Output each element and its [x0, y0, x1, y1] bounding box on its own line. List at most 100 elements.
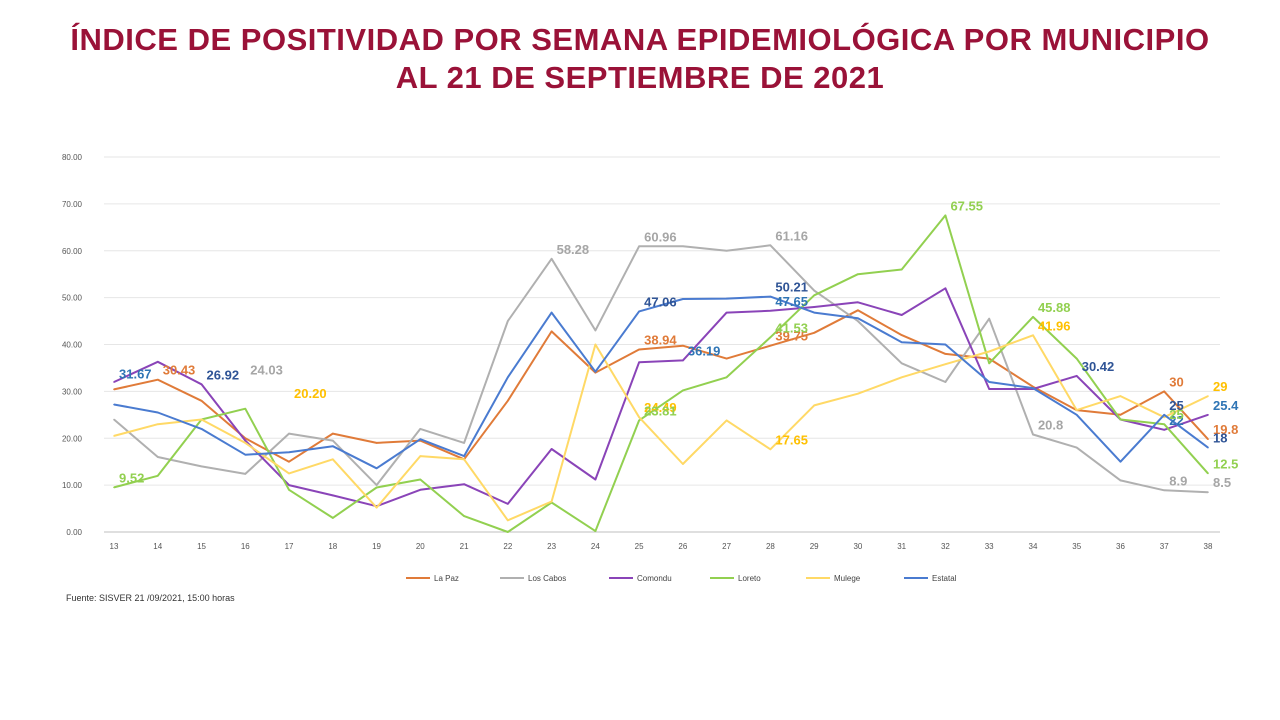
data-point — [1032, 387, 1034, 389]
data-point — [1207, 446, 1209, 449]
data-point — [988, 350, 990, 353]
data-point — [332, 458, 334, 461]
data-point — [375, 486, 378, 489]
data-point — [857, 309, 859, 312]
data-point — [1163, 423, 1166, 425]
data-point — [156, 361, 159, 363]
data-point — [682, 298, 684, 300]
data-point — [1119, 414, 1122, 416]
data-label: 47.65 — [775, 294, 808, 309]
series-line-mulege — [113, 334, 1209, 522]
positivity-line-chart: 0.00 10.00 20.00 30.00 40.00 50.00 60.00 70.00 8… — [62, 153, 1239, 583]
data-point — [113, 381, 115, 383]
data-point — [1163, 414, 1166, 416]
data-point — [1075, 409, 1078, 411]
data-point — [1163, 390, 1166, 393]
data-point — [682, 389, 684, 392]
x-tick-label: 20 — [416, 542, 425, 551]
x-tick-label: 22 — [503, 542, 512, 551]
data-point — [682, 245, 684, 248]
data-point — [200, 465, 203, 468]
data-point — [463, 458, 465, 461]
series-line-los-cabos — [113, 244, 1209, 494]
data-point — [944, 353, 947, 355]
data-label: 24.03 — [250, 363, 283, 378]
data-point — [463, 483, 465, 485]
data-point — [200, 383, 203, 386]
data-point — [638, 348, 640, 351]
data-label: 24.49 — [644, 400, 677, 415]
data-point — [638, 419, 640, 422]
data-point — [594, 370, 597, 373]
data-label: 41.53 — [775, 320, 808, 335]
data-point — [288, 489, 290, 491]
data-point — [594, 530, 597, 532]
data-point — [988, 388, 990, 390]
x-tick-label: 24 — [591, 542, 600, 551]
series-line-la-paz — [113, 309, 1209, 463]
x-tick-label: 26 — [678, 542, 687, 551]
x-tick-label: 30 — [853, 542, 862, 551]
x-tick-label: 29 — [810, 542, 819, 551]
data-point — [769, 448, 772, 451]
data-label: 67.55 — [950, 198, 983, 213]
data-point — [200, 399, 203, 402]
data-point — [725, 376, 728, 379]
legend-label: Loreto — [738, 574, 761, 583]
data-point — [1032, 316, 1034, 318]
y-tick-label: 0.00 — [66, 528, 82, 537]
data-point — [769, 309, 772, 312]
x-tick-label: 32 — [941, 542, 950, 551]
data-point — [900, 341, 903, 343]
x-tick-label: 18 — [328, 542, 337, 551]
x-tick-label: 16 — [241, 542, 250, 551]
data-point — [769, 244, 772, 247]
series-line-comondu — [113, 287, 1209, 508]
data-point — [419, 478, 422, 481]
series-line-estatal — [113, 295, 1209, 470]
data-label: 9.52 — [119, 470, 144, 485]
data-point — [638, 310, 640, 313]
data-point — [332, 517, 334, 519]
data-label: 22 — [1169, 413, 1183, 428]
data-point — [944, 363, 947, 365]
data-point — [507, 519, 509, 522]
data-point — [944, 343, 947, 346]
data-label: 41.96 — [1038, 318, 1071, 333]
data-point — [857, 273, 859, 275]
data-point — [769, 336, 772, 339]
data-label: 8.9 — [1169, 473, 1187, 488]
data-point — [813, 404, 815, 407]
data-point — [682, 359, 684, 362]
data-point — [900, 268, 903, 271]
data-point — [550, 258, 553, 260]
data-point — [813, 289, 815, 292]
slide-title-line1: ÍNDICE DE POSITIVIDAD POR SEMANA EPIDEMI… — [70, 22, 1210, 57]
data-point — [244, 473, 247, 475]
data-point — [156, 474, 159, 477]
y-tick-label: 60.00 — [62, 247, 83, 256]
data-point — [900, 376, 903, 379]
data-point — [1207, 472, 1209, 475]
legend-label: Mulege — [834, 574, 861, 583]
data-point — [1075, 446, 1078, 449]
x-tick-label: 14 — [153, 542, 162, 551]
data-label: 12.5 — [1213, 456, 1238, 471]
data-point — [1207, 491, 1209, 493]
x-tick-label: 33 — [985, 542, 994, 551]
data-point — [375, 506, 378, 509]
data-point — [1119, 395, 1122, 397]
data-point — [288, 472, 290, 475]
data-point — [288, 460, 290, 463]
data-label: 50.21 — [775, 280, 808, 295]
x-tick-label: 19 — [372, 542, 381, 551]
data-point — [550, 448, 553, 450]
data-point — [244, 453, 247, 456]
data-point — [638, 361, 640, 364]
data-point — [507, 531, 509, 533]
data-label: 30.43 — [163, 363, 196, 378]
data-label: 23.81 — [644, 403, 677, 418]
data-point — [594, 329, 597, 332]
data-point — [594, 478, 597, 481]
data-point — [1075, 357, 1078, 360]
